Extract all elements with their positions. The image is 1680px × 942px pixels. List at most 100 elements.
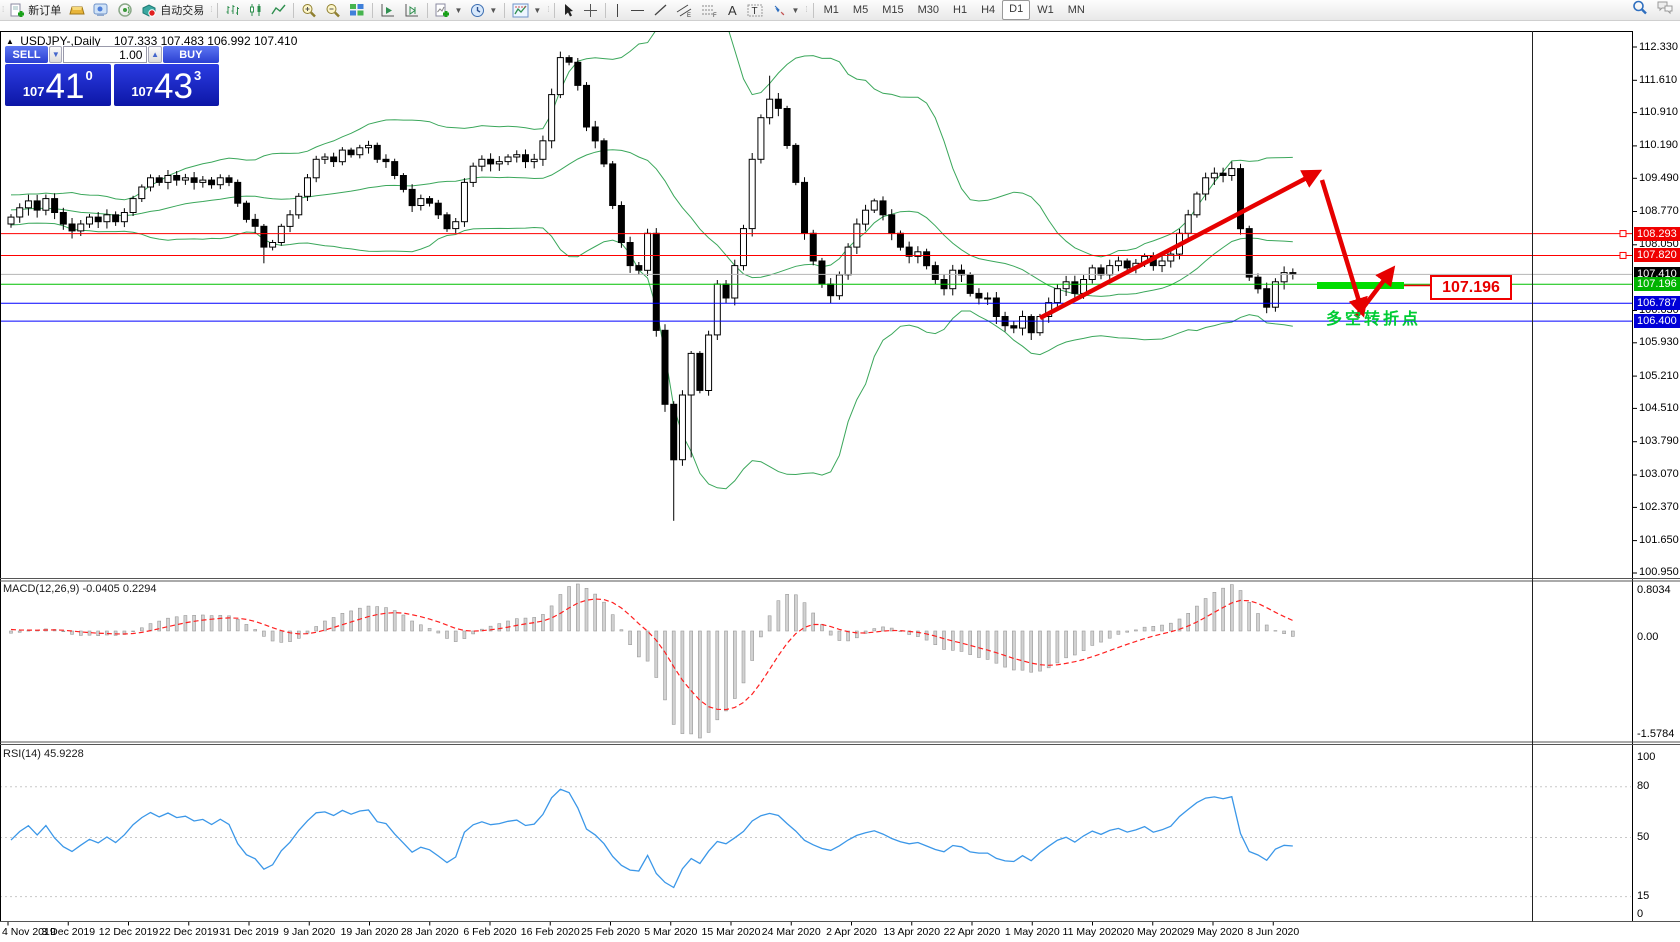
market-watch-button[interactable]	[89, 0, 113, 20]
trendline-tool-button[interactable]	[649, 0, 672, 20]
macd-histogram-bar	[828, 630, 833, 636]
chat-icon[interactable]	[1656, 0, 1674, 20]
timeframe-w1-button[interactable]: W1	[1037, 4, 1054, 16]
candle-bull	[1193, 193, 1201, 216]
tile-windows-button[interactable]	[345, 0, 369, 20]
volume-input[interactable]	[63, 46, 148, 63]
text-label-tool-button[interactable]: T	[743, 0, 768, 20]
macd-histogram-bar	[288, 630, 292, 642]
level-line-handle[interactable]	[1619, 251, 1627, 259]
cursor-tool-button[interactable]	[558, 0, 579, 20]
new-chart-button[interactable]: ▼	[431, 0, 466, 20]
buy-price-tile[interactable]: 107 43 3	[113, 64, 219, 106]
macd-histogram-bar	[296, 630, 301, 639]
macd-histogram-bar	[854, 630, 859, 639]
price-tick-label: 103.790	[1639, 435, 1679, 448]
chart-template-button[interactable]	[65, 0, 89, 20]
macd-histogram-bar	[645, 630, 650, 662]
macd-histogram-bar	[933, 630, 938, 645]
candle-bull	[478, 158, 486, 167]
candle-bull	[312, 158, 320, 179]
date-label: 8 Jun 2020	[1247, 926, 1300, 938]
sell-button[interactable]: SELL	[5, 46, 49, 63]
indicators-button[interactable]: ▼	[508, 0, 545, 20]
candle-bull	[870, 200, 878, 211]
date-label: 25 Feb 2020	[581, 926, 640, 938]
search-icon[interactable]	[1632, 0, 1648, 20]
macd-histogram-bar	[201, 614, 205, 632]
volume-increase-button[interactable]: ▲	[148, 46, 162, 63]
sell-price-tile[interactable]: 107 41 0	[5, 64, 111, 106]
equidistant-channel-tool-button[interactable]: E	[672, 0, 697, 20]
macd-histogram-bar	[732, 630, 737, 699]
sell-price-big: 41	[45, 67, 85, 106]
fibonacci-tool-button[interactable]: F	[697, 0, 722, 20]
level-line-handle[interactable]	[1619, 230, 1627, 238]
timeframe-m5-button[interactable]: M5	[852, 4, 869, 16]
candle-bull	[1053, 288, 1061, 304]
timeframe-m15-button[interactable]: M15	[882, 4, 904, 16]
timeframe-h4-button[interactable]: H4	[981, 4, 996, 16]
macd-histogram-bar	[680, 630, 685, 734]
crosshair-tool-button[interactable]	[579, 0, 602, 20]
candle-bear	[565, 57, 573, 63]
candle-bear	[617, 205, 625, 243]
candlestick-chart-button[interactable]	[244, 0, 267, 20]
pivot-annotation-text[interactable]: 多空转折点	[1326, 311, 1422, 328]
macd-histogram-bar	[375, 606, 380, 632]
text-tool-button[interactable]: A	[722, 0, 743, 20]
arrows-tool-button[interactable]: ▼	[768, 0, 803, 20]
zoom-in-button[interactable]	[297, 0, 321, 20]
price-tick-label: 108.770	[1639, 205, 1679, 218]
macd-histogram-bar	[87, 630, 92, 636]
macd-histogram-bar	[497, 623, 502, 632]
price-badge: 107.820	[1634, 248, 1680, 263]
candle-bull	[199, 179, 207, 183]
macd-histogram-bar	[977, 630, 981, 658]
chart-title: ▲ USDJPY-,Daily 107.333 107.483 106.992 …	[6, 34, 297, 48]
timeframe-h1-button[interactable]: H1	[953, 4, 968, 16]
candle-bear	[234, 181, 242, 204]
candle-bear	[1237, 168, 1245, 230]
zoom-out-button[interactable]	[321, 0, 345, 20]
price-callout-box[interactable]: 107.196	[1430, 275, 1512, 300]
profiles-button[interactable]: ▼	[466, 0, 501, 20]
horizontal-line-tool-button[interactable]	[626, 0, 649, 20]
timeframe-d1-button[interactable]: D1	[1002, 0, 1031, 20]
svg-text:T: T	[752, 6, 758, 17]
timeframe-m30-button[interactable]: M30	[917, 4, 939, 16]
timeframe-m1-button[interactable]: M1	[823, 4, 839, 16]
timeframe-mn-button[interactable]: MN	[1067, 4, 1085, 16]
vertical-line-tool-button[interactable]	[609, 0, 626, 20]
trend-arrow-3[interactable]	[1354, 265, 1396, 319]
price-tick-label: 111.610	[1639, 73, 1678, 86]
toolbar-separator	[554, 2, 556, 18]
pivot-highlight-bar[interactable]	[1317, 282, 1404, 289]
signals-button[interactable]	[113, 0, 137, 20]
trend-arrow-1[interactable]	[1038, 169, 1323, 320]
price-tick-label: 101.650	[1639, 534, 1679, 547]
macd-histogram-bar	[1291, 630, 1295, 637]
candle-bear	[992, 297, 1000, 317]
macd-histogram-bar	[889, 627, 894, 632]
bar-chart-button[interactable]	[221, 0, 244, 20]
candle-bull	[1088, 267, 1096, 280]
trend-arrow-2[interactable]	[1319, 179, 1368, 318]
chart-shift-button[interactable]	[400, 0, 424, 20]
buy-price-sup: 3	[193, 68, 202, 83]
price-tick-label: 102.370	[1639, 500, 1679, 513]
candle-bear	[670, 403, 678, 461]
candle-bear	[975, 292, 983, 299]
line-chart-button[interactable]	[267, 0, 290, 20]
buy-button[interactable]: BUY	[162, 46, 220, 63]
price-badge: 108.293	[1634, 226, 1680, 241]
candle-bear	[112, 214, 120, 223]
dropdown-caret: ▼	[489, 5, 498, 15]
auto-scroll-button[interactable]	[376, 0, 400, 20]
candle-bull	[844, 246, 852, 276]
new-order-button[interactable]: 新订单	[6, 0, 65, 20]
macd-histogram-bar	[1169, 622, 1173, 632]
volume-decrease-button[interactable]: ▼	[49, 46, 63, 63]
auto-trading-button[interactable]: 自动交易	[137, 0, 208, 20]
